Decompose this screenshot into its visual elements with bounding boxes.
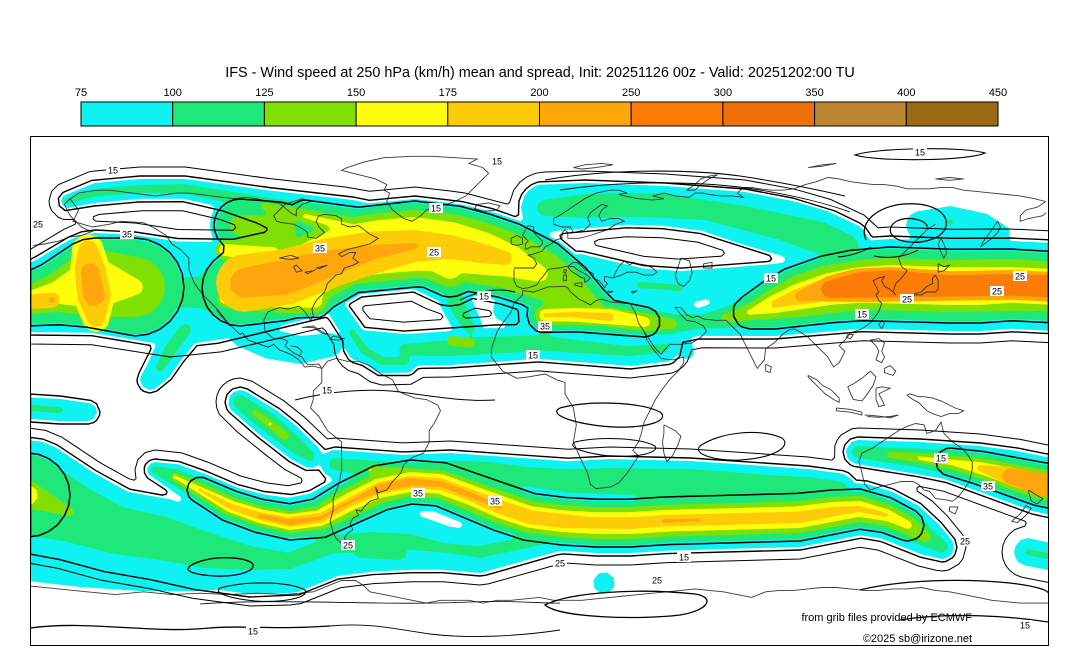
svg-text:35: 35 <box>540 322 550 332</box>
svg-text:35: 35 <box>983 482 993 492</box>
svg-text:15: 15 <box>431 204 441 214</box>
svg-text:15: 15 <box>936 454 946 464</box>
svg-text:450: 450 <box>989 87 1007 99</box>
svg-text:©2025 sb@irizone.net: ©2025 sb@irizone.net <box>863 633 972 645</box>
svg-text:15: 15 <box>1020 621 1030 631</box>
svg-text:125: 125 <box>255 87 273 99</box>
svg-text:25: 25 <box>33 220 43 230</box>
svg-text:300: 300 <box>714 87 732 99</box>
svg-text:35: 35 <box>413 489 423 499</box>
svg-text:IFS - Wind speed at 250 hPa (k: IFS - Wind speed at 250 hPa (km/h) mean … <box>225 65 855 81</box>
svg-text:15: 15 <box>857 310 867 320</box>
svg-text:400: 400 <box>897 87 915 99</box>
svg-text:35: 35 <box>315 244 325 254</box>
svg-text:15: 15 <box>479 292 489 302</box>
svg-text:from grib files provided by EC: from grib files provided by ECMWF <box>801 612 972 624</box>
svg-text:15: 15 <box>766 274 776 284</box>
svg-text:15: 15 <box>915 148 925 158</box>
svg-text:350: 350 <box>805 87 823 99</box>
svg-text:15: 15 <box>492 157 502 167</box>
svg-text:200: 200 <box>530 87 548 99</box>
svg-text:25: 25 <box>960 537 970 547</box>
svg-text:35: 35 <box>122 230 132 240</box>
svg-text:175: 175 <box>439 87 457 99</box>
svg-text:250: 250 <box>622 87 640 99</box>
svg-text:35: 35 <box>490 497 500 507</box>
svg-text:25: 25 <box>429 248 439 258</box>
svg-text:100: 100 <box>164 87 182 99</box>
svg-text:75: 75 <box>75 87 87 99</box>
svg-text:15: 15 <box>679 553 689 563</box>
svg-text:15: 15 <box>528 351 538 361</box>
svg-text:25: 25 <box>555 559 565 569</box>
svg-text:25: 25 <box>652 576 662 586</box>
svg-text:25: 25 <box>992 287 1002 297</box>
svg-text:150: 150 <box>347 87 365 99</box>
svg-text:15: 15 <box>322 386 332 396</box>
svg-text:25: 25 <box>1015 272 1025 282</box>
svg-text:15: 15 <box>108 166 118 176</box>
svg-text:15: 15 <box>248 627 258 637</box>
svg-text:25: 25 <box>902 295 912 305</box>
svg-text:25: 25 <box>343 541 353 551</box>
